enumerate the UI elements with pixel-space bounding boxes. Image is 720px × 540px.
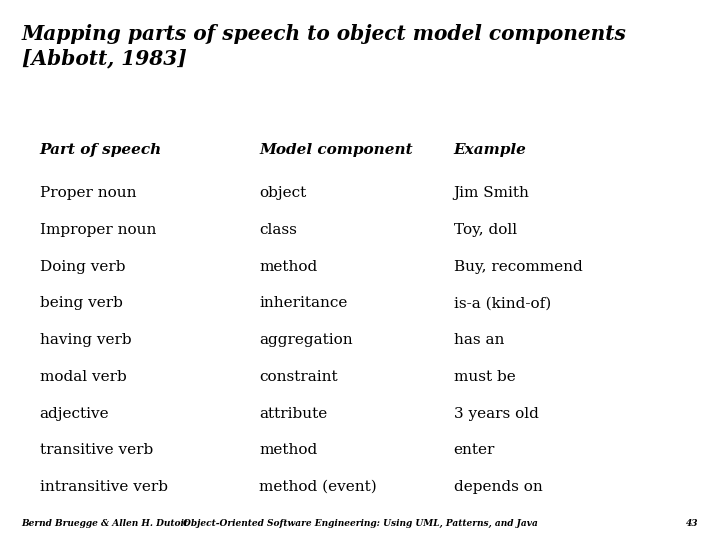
Text: Buy, recommend: Buy, recommend <box>454 260 582 274</box>
Text: method (event): method (event) <box>259 480 377 494</box>
Text: method: method <box>259 443 318 457</box>
Text: aggregation: aggregation <box>259 333 353 347</box>
Text: Doing verb: Doing verb <box>40 260 125 274</box>
Text: Mapping parts of speech to object model components
[Abbott, 1983]: Mapping parts of speech to object model … <box>22 24 626 68</box>
Text: constraint: constraint <box>259 370 338 384</box>
Text: adjective: adjective <box>40 407 109 421</box>
Text: Model component: Model component <box>259 143 413 157</box>
Text: enter: enter <box>454 443 495 457</box>
Text: Jim Smith: Jim Smith <box>454 186 529 200</box>
Text: inheritance: inheritance <box>259 296 348 310</box>
Text: transitive verb: transitive verb <box>40 443 153 457</box>
Text: Proper noun: Proper noun <box>40 186 136 200</box>
Text: is-a (kind-of): is-a (kind-of) <box>454 296 551 310</box>
Text: Bernd Bruegge & Allen H. Dutoit: Bernd Bruegge & Allen H. Dutoit <box>22 519 189 528</box>
Text: 43: 43 <box>686 519 698 528</box>
Text: object: object <box>259 186 307 200</box>
Text: 3 years old: 3 years old <box>454 407 539 421</box>
Text: class: class <box>259 223 297 237</box>
Text: attribute: attribute <box>259 407 328 421</box>
Text: method: method <box>259 260 318 274</box>
Text: intransitive verb: intransitive verb <box>40 480 168 494</box>
Text: Part of speech: Part of speech <box>40 143 162 157</box>
Text: Object-Oriented Software Engineering: Using UML, Patterns, and Java: Object-Oriented Software Engineering: Us… <box>183 519 537 528</box>
Text: has an: has an <box>454 333 504 347</box>
Text: modal verb: modal verb <box>40 370 126 384</box>
Text: being verb: being verb <box>40 296 122 310</box>
Text: depends on: depends on <box>454 480 542 494</box>
Text: Improper noun: Improper noun <box>40 223 156 237</box>
Text: having verb: having verb <box>40 333 131 347</box>
Text: Toy, doll: Toy, doll <box>454 223 517 237</box>
Text: Example: Example <box>454 143 526 157</box>
Text: must be: must be <box>454 370 516 384</box>
